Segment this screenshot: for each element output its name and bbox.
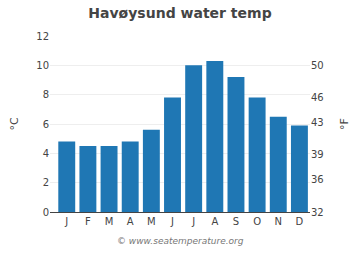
svg-text:M: M: [147, 216, 156, 227]
svg-text:J: J: [64, 216, 68, 227]
svg-text:50: 50: [311, 60, 324, 71]
svg-text:39: 39: [311, 149, 324, 160]
svg-text:Havøysund water temp: Havøysund water temp: [88, 5, 271, 21]
svg-text:2: 2: [43, 177, 49, 188]
svg-text:F: F: [85, 216, 91, 227]
svg-text:8: 8: [43, 89, 49, 100]
svg-text:32: 32: [311, 207, 324, 218]
svg-text:A: A: [211, 216, 218, 227]
svg-text:43: 43: [311, 117, 324, 128]
svg-text:D: D: [296, 216, 304, 227]
svg-text:4: 4: [43, 148, 49, 159]
svg-text:J: J: [191, 216, 195, 227]
svg-text:10: 10: [36, 60, 49, 71]
svg-text:J: J: [170, 216, 174, 227]
svg-text:46: 46: [311, 92, 324, 103]
svg-text:0: 0: [43, 207, 49, 218]
svg-text:N: N: [275, 216, 282, 227]
svg-text:O: O: [253, 216, 261, 227]
svg-text:°F: °F: [338, 118, 351, 130]
svg-text:S: S: [233, 216, 239, 227]
svg-text:36: 36: [311, 174, 324, 185]
svg-text:A: A: [127, 216, 134, 227]
svg-text:© www.seatemperature.org: © www.seatemperature.org: [117, 236, 244, 246]
svg-text:12: 12: [36, 31, 49, 42]
svg-text:6: 6: [43, 119, 49, 130]
svg-text:°C: °C: [8, 117, 21, 131]
svg-text:M: M: [105, 216, 114, 227]
